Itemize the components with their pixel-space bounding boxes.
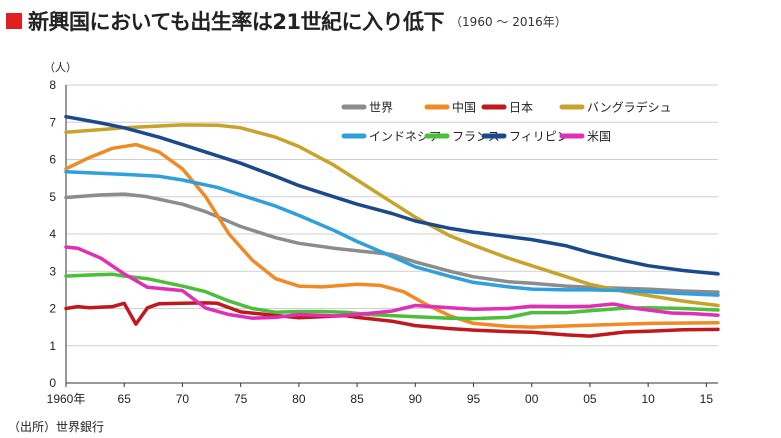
x-tick-label: 1960年 <box>47 392 86 406</box>
y-tick-label: 8 <box>49 78 56 92</box>
x-tick-label: 10 <box>641 392 655 406</box>
legend-label: フランス <box>452 130 500 144</box>
chart-subtitle: （1960 ～ 2016年） <box>450 14 567 29</box>
x-tick-label: 80 <box>292 392 306 406</box>
x-tick-label: 05 <box>583 392 597 406</box>
x-tick-label: 90 <box>409 392 423 406</box>
x-tick-label: 95 <box>467 392 481 406</box>
x-tick-label: 65 <box>118 392 132 406</box>
series-line-1 <box>64 142 720 329</box>
axes: 0 1 2 3 4 5 6 7 8 （人） 1960年 65 70 75 80 85 90 95 00 05 10 15 <box>44 61 718 406</box>
x-tick-label: 00 <box>525 392 539 406</box>
legend-label: 日本 <box>509 101 533 115</box>
legend-label: フィリピン <box>509 130 569 144</box>
x-tick-label: 70 <box>176 392 190 406</box>
y-tick-label: 5 <box>49 190 56 204</box>
source-note: （出所）世界銀行 <box>8 420 105 434</box>
y-tick-label: 2 <box>49 302 56 316</box>
chart-title-bar: 新興国においても出生率は21世紀に入り低下 （1960 ～ 2016年） <box>6 6 567 36</box>
chart-title: 新興国においても出生率は21世紀に入り低下 <box>28 10 445 34</box>
series-line-7 <box>64 245 720 320</box>
series-lines <box>64 114 720 338</box>
legend-label: 米国 <box>587 130 611 144</box>
legend-label: インドネシア <box>369 130 441 144</box>
y-tick-label: 0 <box>49 376 56 390</box>
grid-lines <box>66 84 718 347</box>
series-line-4 <box>64 170 720 297</box>
series-line-6 <box>64 114 720 276</box>
series-line-0 <box>64 192 720 294</box>
x-tick-label: 15 <box>700 392 714 406</box>
y-tick-label: 3 <box>49 264 56 278</box>
legend-label: 世界 <box>369 101 393 115</box>
y-tick-label: 1 <box>49 339 56 353</box>
title-marker-square <box>6 13 22 29</box>
x-tick-label: 75 <box>234 392 248 406</box>
y-tick-label: 4 <box>49 227 56 241</box>
y-unit-label: （人） <box>44 61 77 74</box>
y-tick-label: 6 <box>49 153 56 167</box>
legend-label: 中国 <box>452 100 476 115</box>
x-tick-label: 85 <box>350 392 364 406</box>
y-tick-label: 7 <box>49 115 56 129</box>
legend-label: バングラデシュ <box>587 100 672 115</box>
